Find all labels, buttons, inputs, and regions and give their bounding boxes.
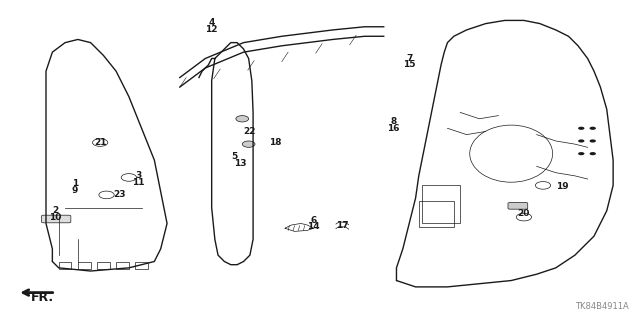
Circle shape: [589, 127, 596, 130]
Text: 22: 22: [244, 127, 256, 136]
Bar: [422, 185, 460, 223]
Text: 5: 5: [231, 152, 237, 161]
Text: 4: 4: [209, 18, 215, 27]
Text: 21: 21: [94, 138, 106, 147]
Circle shape: [589, 140, 596, 142]
Bar: [135, 262, 148, 269]
Bar: [78, 262, 91, 269]
Bar: [116, 262, 129, 269]
Circle shape: [236, 116, 248, 122]
Circle shape: [578, 140, 584, 142]
Text: 8: 8: [390, 117, 396, 126]
Text: 18: 18: [269, 138, 282, 147]
Text: 7: 7: [406, 54, 412, 63]
Text: 16: 16: [387, 124, 399, 133]
Text: 2: 2: [52, 206, 59, 215]
FancyBboxPatch shape: [508, 203, 528, 209]
Text: 1: 1: [72, 179, 78, 188]
Bar: [419, 201, 454, 227]
Circle shape: [578, 127, 584, 130]
Bar: [97, 262, 109, 269]
FancyBboxPatch shape: [42, 215, 71, 223]
Text: 14: 14: [307, 222, 320, 231]
Text: 19: 19: [556, 182, 568, 191]
Text: 6: 6: [310, 216, 317, 225]
Text: 3: 3: [135, 172, 141, 180]
Circle shape: [243, 141, 255, 147]
Bar: [59, 262, 72, 269]
Text: 9: 9: [72, 186, 78, 195]
Text: FR.: FR.: [31, 291, 54, 304]
Text: 10: 10: [49, 213, 61, 222]
Text: 17: 17: [336, 220, 349, 229]
Text: 23: 23: [113, 190, 125, 199]
Text: 15: 15: [403, 60, 415, 69]
Text: 11: 11: [132, 178, 145, 187]
Text: TK84B4911A: TK84B4911A: [575, 302, 629, 311]
Circle shape: [578, 152, 584, 155]
Text: 20: 20: [518, 209, 530, 219]
Text: 13: 13: [234, 159, 246, 168]
Circle shape: [589, 152, 596, 155]
Text: 12: 12: [205, 25, 218, 35]
